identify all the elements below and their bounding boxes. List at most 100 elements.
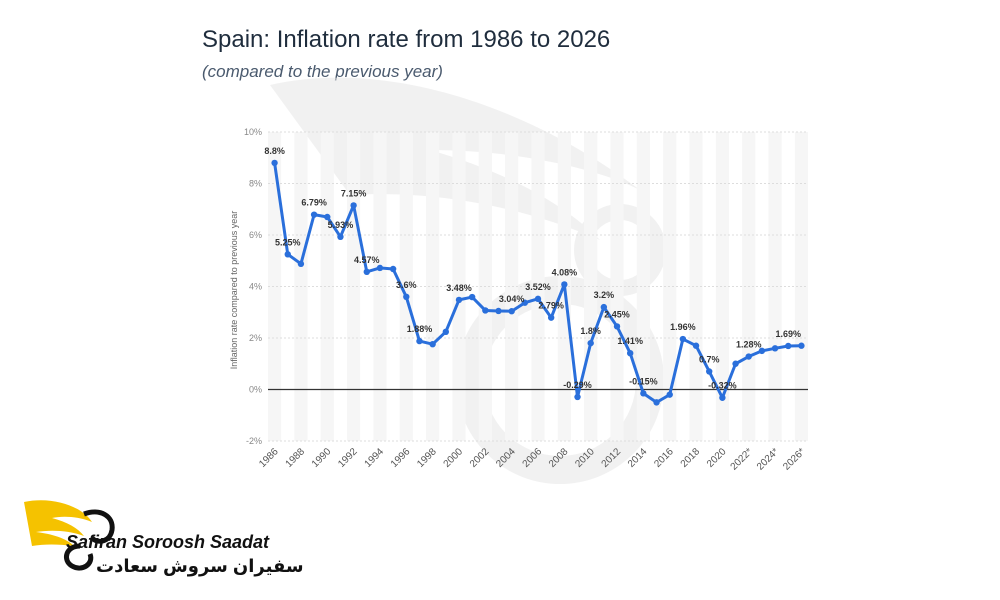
- year-stripe: [268, 132, 282, 441]
- brand-name-english: Safiran Soroosh Saadat: [66, 532, 270, 552]
- x-tick-label: 2016: [652, 446, 676, 470]
- data-point: [297, 260, 305, 268]
- data-point: [785, 342, 792, 350]
- data-point: [376, 264, 384, 272]
- data-label: -0.15%: [629, 376, 658, 386]
- brand-logo: [24, 500, 115, 571]
- data-point: [587, 339, 594, 347]
- data-label: 6.79%: [301, 198, 327, 208]
- data-point: [798, 342, 805, 349]
- data-label: 4.08%: [552, 267, 578, 277]
- y-tick-label: 8%: [249, 179, 262, 189]
- data-point: [271, 159, 278, 167]
- data-point: [363, 268, 370, 276]
- data-label: -0.29%: [563, 380, 592, 390]
- data-label: 1.41%: [617, 336, 643, 346]
- brand-name-persian: سفیران سروش سعادت: [96, 556, 304, 576]
- year-stripe: [505, 132, 519, 441]
- data-point: [337, 233, 344, 241]
- data-point: [626, 349, 634, 357]
- data-point: [719, 394, 726, 401]
- data-point: [745, 353, 752, 360]
- x-tick-label: 2022*: [729, 446, 755, 472]
- year-stripe: [320, 132, 334, 441]
- data-label: 3.48%: [446, 283, 472, 293]
- data-point: [442, 328, 450, 336]
- data-label: 8.8%: [264, 146, 285, 156]
- data-label: 3.04%: [499, 294, 525, 304]
- x-tick-label: 1990: [310, 446, 334, 470]
- year-stripe: [452, 132, 466, 441]
- data-point: [455, 296, 463, 304]
- data-label: 1.88%: [407, 324, 433, 334]
- chart-title: Spain: Inflation rate from 1986 to 2026: [202, 26, 611, 53]
- data-point: [324, 213, 331, 221]
- data-label: 1.28%: [736, 340, 762, 350]
- data-point: [429, 340, 436, 348]
- data-point: [508, 308, 515, 315]
- data-label: 5.25%: [275, 237, 301, 247]
- x-tick-label: 2020: [705, 446, 729, 470]
- x-tick-label: 1986: [257, 446, 281, 470]
- data-point: [732, 360, 739, 367]
- data-point: [284, 251, 291, 258]
- y-axis-label: Inflation rate compared to previous year: [229, 211, 239, 370]
- data-point: [706, 368, 713, 375]
- year-stripes: [268, 132, 808, 441]
- data-label: 2.45%: [604, 309, 630, 319]
- x-tick-label: 1996: [389, 446, 413, 470]
- data-point: [521, 299, 529, 306]
- data-point: [468, 293, 476, 301]
- data-label: 1.69%: [775, 329, 801, 339]
- data-label: 0.7%: [699, 354, 720, 364]
- series-inflation: [271, 159, 805, 406]
- data-point: [416, 337, 423, 345]
- year-stripe: [373, 132, 387, 441]
- data-point: [574, 393, 581, 401]
- data-label: 4.57%: [354, 255, 380, 265]
- data-point: [613, 323, 621, 330]
- x-tick-label: 1994: [363, 446, 387, 470]
- data-labels: 8.8% 5.25% 6.79% 5.93% 7.15% 4.57% 3.6% 1.88% 3.…: [264, 146, 801, 391]
- data-point: [692, 342, 700, 349]
- data-label: 7.15%: [341, 188, 367, 198]
- year-stripe: [584, 132, 598, 441]
- y-tick-label: 2%: [249, 333, 262, 343]
- x-tick-label: 1992: [336, 446, 360, 470]
- data-point: [403, 293, 410, 300]
- data-point: [640, 390, 647, 397]
- data-point: [547, 314, 555, 321]
- year-stripe: [715, 132, 729, 441]
- year-stripe: [399, 132, 413, 441]
- y-tick-label: 4%: [249, 282, 262, 292]
- data-point: [389, 265, 397, 273]
- x-tick-label: 2024*: [755, 446, 781, 472]
- data-point: [350, 202, 357, 209]
- data-label: 3.6%: [396, 280, 417, 290]
- year-stripe: [768, 132, 782, 441]
- x-tick-label: 2000: [442, 446, 466, 470]
- data-point: [771, 345, 779, 352]
- data-point: [310, 211, 318, 218]
- data-point: [534, 295, 542, 303]
- data-point: [482, 307, 489, 314]
- y-tick-label: 10%: [244, 127, 262, 137]
- data-point: [495, 307, 502, 315]
- data-label: -0.32%: [708, 381, 737, 391]
- x-tick-label: 2026*: [781, 446, 807, 472]
- x-tick-label: 1998: [415, 446, 439, 470]
- data-point: [758, 347, 766, 355]
- data-label: 3.52%: [525, 282, 551, 292]
- data-point: [600, 303, 608, 311]
- data-label: 2.79%: [538, 301, 564, 311]
- data-point: [653, 399, 660, 406]
- x-tick-label: 2018: [679, 446, 703, 470]
- data-point: [666, 391, 673, 398]
- data-point: [561, 281, 568, 288]
- x-tick-label: 1988: [284, 446, 308, 470]
- data-point: [679, 335, 687, 343]
- data-label: 5.93%: [328, 220, 354, 230]
- y-tick-label: 0%: [249, 385, 262, 395]
- y-tick-label: -2%: [246, 436, 262, 446]
